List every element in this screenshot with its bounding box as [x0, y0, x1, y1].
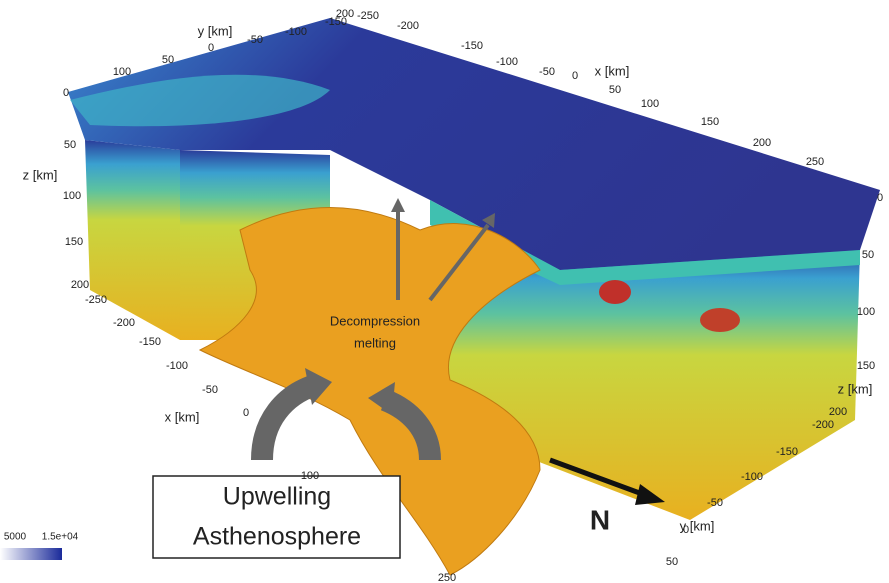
tick-label: 200 [829, 406, 847, 418]
tick-label: 0 [243, 407, 249, 419]
tick-label: -250 [85, 294, 107, 306]
tick-label: 0 [208, 42, 214, 54]
colorbar-tick: 1.5e+04 [42, 532, 79, 543]
tick-label: 100 [857, 306, 875, 318]
tick-label: -250 [357, 10, 379, 22]
label-box [152, 475, 401, 559]
tick-label: -100 [166, 360, 188, 372]
axis-label: y [km] [198, 23, 233, 38]
tick-label: 50 [609, 84, 621, 96]
colorbar-tick: 5000 [4, 532, 27, 543]
tick-label: 0 [877, 192, 883, 204]
axis-label: z [km] [838, 381, 873, 396]
tick-label: 50 [666, 556, 678, 568]
tick-label: -50 [539, 66, 555, 78]
tick-label: -100 [496, 56, 518, 68]
tick-label: 150 [701, 116, 719, 128]
tick-label: -200 [397, 20, 419, 32]
tick-label: -100 [285, 26, 307, 38]
colorbar [0, 548, 62, 560]
model-block [68, 18, 880, 576]
axis-label: y [km] [680, 518, 715, 533]
tick-label: -150 [461, 40, 483, 52]
tick-label: 200 [71, 279, 89, 291]
tick-label: 0 [572, 70, 578, 82]
tick-label: -50 [707, 497, 723, 509]
axis-label: x [km] [165, 409, 200, 424]
tick-label: 50 [64, 139, 76, 151]
tick-label: -100 [741, 471, 763, 483]
north-label: N [590, 504, 610, 535]
tick-label: 150 [65, 236, 83, 248]
tick-label: 250 [438, 572, 456, 583]
annotation: Decompression [330, 313, 420, 328]
annotation: Upwelling [223, 483, 331, 511]
tick-label: 50 [862, 249, 874, 261]
tick-label: 100 [63, 190, 81, 202]
tick-label: 250 [806, 156, 824, 168]
axis-label: x [km] [595, 63, 630, 78]
tick-label: 100 [113, 66, 131, 78]
annotation: melting [354, 335, 396, 350]
tick-label: -50 [202, 384, 218, 396]
axis-label: z [km] [23, 167, 58, 182]
tick-label: 0 [683, 524, 689, 536]
tick-label: 200 [336, 8, 354, 20]
tick-label: -200 [812, 419, 834, 431]
tick-label: 150 [857, 360, 875, 372]
arrows [251, 198, 665, 505]
tick-label: 0 [63, 87, 69, 99]
tick-label: -150 [776, 446, 798, 458]
tick-label: -150 [325, 16, 347, 28]
tick-label: -150 [139, 336, 161, 348]
tick-label: 100 [301, 470, 319, 482]
labels: y [km] x [km] z [km] x [km] z [km] y [km… [4, 8, 883, 583]
tick-label: -50 [247, 34, 263, 46]
annotation: Asthenosphere [193, 523, 361, 551]
tick-label: 200 [753, 137, 771, 149]
tick-label: 100 [641, 98, 659, 110]
tick-label: 50 [162, 54, 174, 66]
tick-label: -200 [113, 317, 135, 329]
